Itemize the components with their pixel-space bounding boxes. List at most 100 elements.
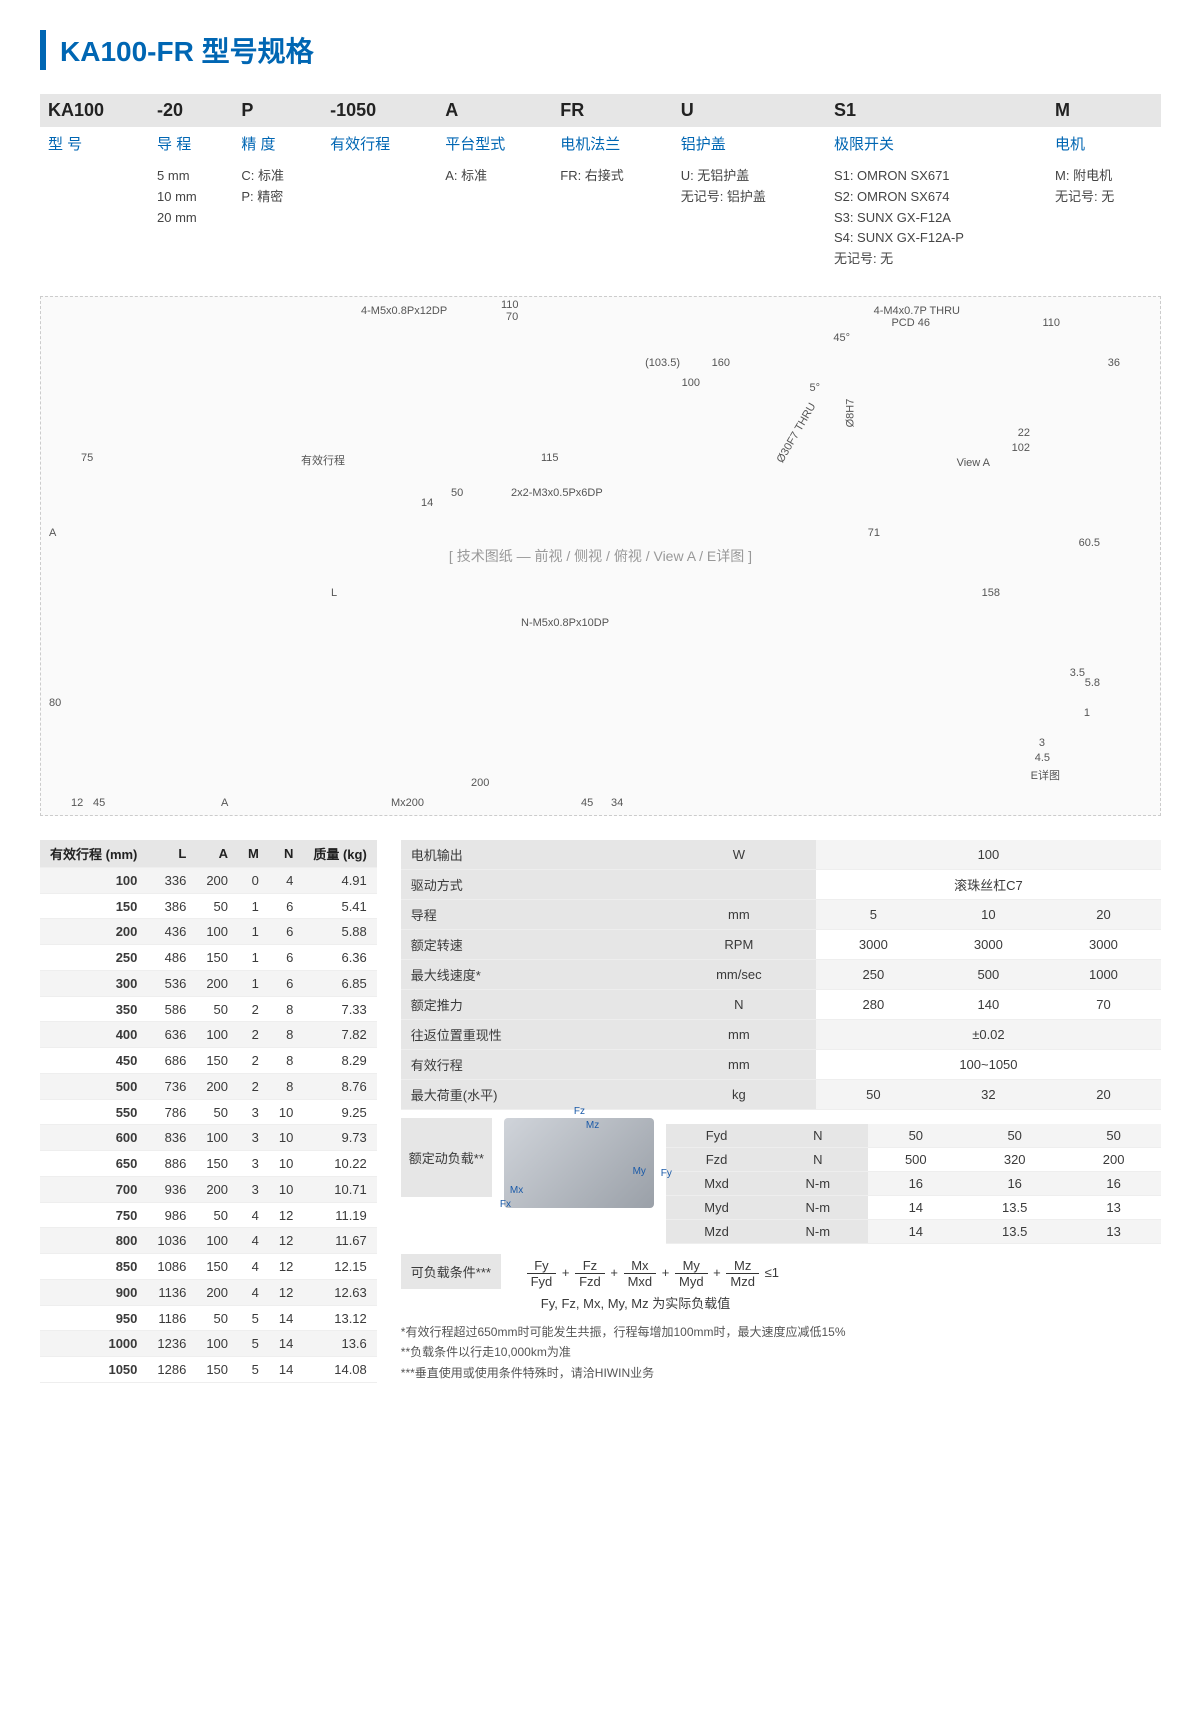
- dim-label: 1: [1084, 707, 1090, 719]
- table-cell: 536: [147, 970, 196, 996]
- dyn-unit: N-m: [767, 1219, 868, 1243]
- dim-label: 4-M4x0.7P THRU: [874, 305, 960, 317]
- dim-label: 45: [93, 797, 105, 809]
- table-cell: 2: [238, 1022, 269, 1048]
- dim-label: 70: [506, 311, 518, 323]
- dyn-key: Mxd: [666, 1171, 767, 1195]
- perf-unit: W: [662, 840, 816, 870]
- dim-label: 12: [71, 797, 83, 809]
- table-cell: 8: [269, 996, 303, 1022]
- table-cell: 13.12: [303, 1305, 376, 1331]
- perf-label: 最大线速度*: [401, 959, 662, 989]
- table-cell: 4: [238, 1228, 269, 1254]
- table-cell: 3: [238, 1176, 269, 1202]
- spec-code: KA100: [40, 94, 149, 127]
- table-row: 电机输出W100: [401, 840, 1161, 870]
- table-cell: 1: [238, 893, 269, 919]
- table-cell: 100: [196, 919, 238, 945]
- dim-label: Ø8H7: [845, 399, 857, 428]
- load-formula: 可负载条件*** FyFyd + FzFzd + MxMxd + MyMyd +…: [401, 1254, 1161, 1312]
- table-cell: 150: [196, 1357, 238, 1383]
- perf-label: 额定推力: [401, 989, 662, 1019]
- table-cell: 16: [868, 1171, 963, 1195]
- table-cell: 500: [40, 1073, 147, 1099]
- table-row: 有效行程mm100~1050: [401, 1049, 1161, 1079]
- table-cell: 550: [40, 1099, 147, 1125]
- table-row: MzdN-m1413.513: [666, 1219, 1161, 1243]
- dim-label: 100: [682, 377, 700, 389]
- dim-label: E详图: [1031, 767, 1060, 783]
- spec-options: M: 附电机无记号: 无: [1047, 160, 1161, 276]
- table-row: 65088615031010.22: [40, 1151, 377, 1177]
- table-cell: 10: [269, 1151, 303, 1177]
- table-cell: 6.36: [303, 945, 376, 971]
- table-cell: 7.33: [303, 996, 376, 1022]
- dyn-key: Mzd: [666, 1219, 767, 1243]
- table-cell: 150: [196, 945, 238, 971]
- table-cell: 3: [238, 1099, 269, 1125]
- table-cell: 50: [1066, 1124, 1161, 1148]
- table-cell: 50: [196, 996, 238, 1022]
- dim-label: 102: [1012, 442, 1030, 454]
- table-cell: 50: [868, 1124, 963, 1148]
- spec-sublabel: 精 度: [233, 127, 322, 160]
- axis-fx: Fx: [500, 1199, 511, 1210]
- table-cell: 12: [269, 1228, 303, 1254]
- table-row: 400636100287.82: [40, 1022, 377, 1048]
- table-cell: 13: [1066, 1219, 1161, 1243]
- table-cell: 14.08: [303, 1357, 376, 1383]
- perf-unit: mm: [662, 1049, 816, 1079]
- table-cell: 10.22: [303, 1151, 376, 1177]
- table-cell: 986: [147, 1202, 196, 1228]
- axis-mx: Mx: [510, 1185, 523, 1196]
- dim-label: 5.8: [1085, 677, 1100, 689]
- table-cell: 200: [196, 970, 238, 996]
- table-cell: 5: [238, 1331, 269, 1357]
- table-cell: 14: [269, 1331, 303, 1357]
- table-row: FzdN500320200: [666, 1147, 1161, 1171]
- table-row: 250486150166.36: [40, 945, 377, 971]
- table-row: MxdN-m161616: [666, 1171, 1161, 1195]
- table-cell: 1036: [147, 1228, 196, 1254]
- table-cell: 1186: [147, 1305, 196, 1331]
- table-cell: 150: [196, 1254, 238, 1280]
- table-cell: 14: [868, 1195, 963, 1219]
- spec-code: -20: [149, 94, 233, 127]
- table-row: 往返位置重现性mm±0.02: [401, 1019, 1161, 1049]
- table-cell: 1086: [147, 1254, 196, 1280]
- table-cell: 12: [269, 1202, 303, 1228]
- table-row: 800103610041211.67: [40, 1228, 377, 1254]
- formula-frac: MyMyd: [675, 1258, 708, 1289]
- table-cell: 20: [1046, 1079, 1161, 1109]
- table-cell: 50: [196, 1099, 238, 1125]
- spec-options: A: 标准: [437, 160, 552, 276]
- table-cell: 7.82: [303, 1022, 376, 1048]
- perf-unit: mm: [662, 1019, 816, 1049]
- table-cell: 2: [238, 1048, 269, 1074]
- spec-sublabel: 铝护盖: [673, 127, 826, 160]
- table-row: 100336200044.91: [40, 867, 377, 893]
- formula-frac: MzMzd: [726, 1258, 759, 1289]
- table-cell: 200: [196, 867, 238, 893]
- table-cell: 786: [147, 1099, 196, 1125]
- table-cell: 1050: [40, 1357, 147, 1383]
- table-row: 额定转速RPM300030003000: [401, 929, 1161, 959]
- table-cell: 5: [816, 899, 931, 929]
- spec-code: -1050: [322, 94, 437, 127]
- dim-label: PCD 46: [891, 317, 930, 329]
- dim-label: A: [221, 797, 228, 809]
- dim-label: 75: [81, 452, 93, 464]
- dim-label: 110: [1042, 317, 1060, 329]
- stroke-col-header: L: [147, 840, 196, 868]
- spec-options: [322, 160, 437, 276]
- dim-label: Mx200: [391, 797, 424, 809]
- table-cell: 200: [196, 1279, 238, 1305]
- table-cell: 12: [269, 1279, 303, 1305]
- dim-label: 有效行程: [301, 452, 345, 468]
- spec-sublabel: 有效行程: [322, 127, 437, 160]
- table-cell: 100: [816, 840, 1161, 870]
- table-row: 550786503109.25: [40, 1099, 377, 1125]
- dyn-key: Fzd: [666, 1147, 767, 1171]
- table-cell: 200: [40, 919, 147, 945]
- table-cell: 11.67: [303, 1228, 376, 1254]
